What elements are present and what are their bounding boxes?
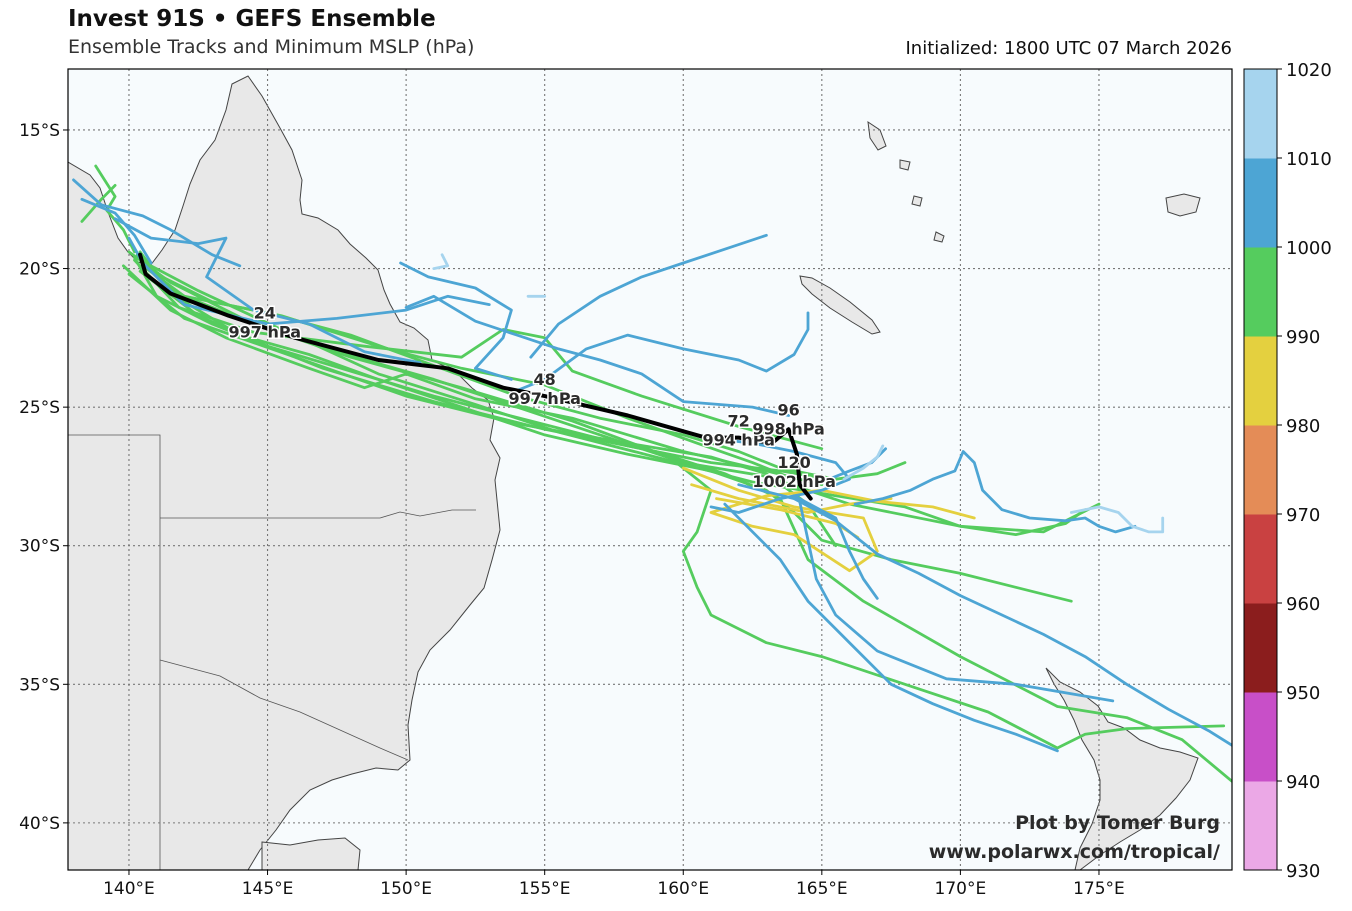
colorbar-label: 1000 bbox=[1286, 238, 1332, 259]
colorbar-label: 990 bbox=[1286, 327, 1320, 348]
pressure-colorbar: 1020 1010 1000 990 980 970 960 950 940 930 bbox=[1243, 60, 1332, 882]
state-borders bbox=[68, 434, 476, 870]
ensemble-track bbox=[135, 253, 1073, 603]
colorbar-segment bbox=[1244, 336, 1277, 426]
x-tick-label: 170°E bbox=[935, 879, 987, 899]
mean-label-pressure: 994 hPa bbox=[702, 431, 774, 450]
ensemble-track bbox=[842, 444, 885, 481]
colorbar-label: 980 bbox=[1286, 416, 1320, 437]
colorbar-label: 940 bbox=[1286, 772, 1320, 793]
ensemble-track bbox=[1069, 505, 1165, 534]
x-tick-label: 155°E bbox=[519, 879, 571, 899]
initialized-time: Initialized: 1800 UTC 07 March 2026 bbox=[905, 38, 1232, 59]
colorbar-label: 950 bbox=[1286, 683, 1320, 704]
map-frame bbox=[67, 68, 1233, 871]
credit-line-2: www.polarwx.com/tropical/ bbox=[929, 841, 1220, 863]
australia-land bbox=[68, 75, 501, 870]
y-tick-label: 20°S bbox=[19, 260, 60, 280]
colorbar-segment bbox=[1244, 781, 1277, 871]
ensemble-track bbox=[80, 197, 153, 265]
new-zealand-north-land bbox=[1045, 667, 1199, 870]
colorbar-segment bbox=[1244, 425, 1277, 515]
colorbar-label: 960 bbox=[1286, 594, 1320, 615]
mean-label-hour: 48 bbox=[534, 370, 556, 389]
x-tick-label: 150°E bbox=[380, 879, 432, 899]
colorbar-label: 1010 bbox=[1286, 149, 1332, 170]
colorbar-label: 1020 bbox=[1286, 60, 1332, 81]
ensemble-track bbox=[681, 466, 976, 573]
ensemble-track bbox=[798, 499, 1115, 703]
ensemble-track bbox=[138, 250, 796, 481]
colorbar-segment bbox=[1244, 603, 1277, 693]
chart-subtitle: Ensemble Tracks and Minimum MSLP (hPa) bbox=[68, 36, 475, 58]
mean-label-pressure: 998 hPa bbox=[752, 419, 824, 438]
chart-title: Invest 91S • GEFS Ensemble bbox=[68, 6, 436, 32]
ensemble-tracks bbox=[72, 164, 1232, 783]
colorbar-segment bbox=[1244, 69, 1277, 159]
ensemble-track bbox=[80, 183, 117, 223]
colorbar-frame bbox=[1243, 68, 1278, 871]
ensemble-track bbox=[737, 483, 1232, 747]
colorbar-segment bbox=[1244, 514, 1277, 604]
ensemble-track bbox=[792, 494, 879, 600]
mean-label-pressure: 1002 hPa bbox=[752, 472, 836, 491]
mean-label-pressure: 997 hPa bbox=[229, 322, 301, 341]
ensemble-track bbox=[127, 236, 491, 326]
ensemble-track bbox=[529, 233, 768, 359]
vanuatu-land bbox=[867, 120, 945, 243]
x-tick-label: 160°E bbox=[657, 879, 709, 899]
colorbar-segment bbox=[1244, 692, 1277, 782]
colorbar-label: 970 bbox=[1286, 505, 1320, 526]
mean-label-pressure: 997 hPa bbox=[508, 389, 580, 408]
land-layer bbox=[68, 75, 1201, 870]
y-tick-label: 30°S bbox=[19, 537, 60, 557]
x-tick-label: 140°E bbox=[103, 879, 155, 899]
mean-track bbox=[138, 252, 813, 501]
mean-label-hour: 120 bbox=[777, 453, 810, 472]
ensemble-track bbox=[723, 502, 1059, 753]
y-tick-label: 40°S bbox=[19, 814, 60, 834]
ensemble-track bbox=[127, 250, 1226, 750]
new-caledonia-land bbox=[799, 275, 881, 335]
tasmania-land bbox=[261, 837, 361, 870]
ensemble-track bbox=[399, 261, 513, 381]
ensemble-track bbox=[704, 436, 851, 514]
ensemble-track bbox=[432, 253, 450, 271]
colorbar-segment bbox=[1244, 158, 1277, 248]
ensemble-track bbox=[853, 450, 1137, 534]
credit-line-1: Plot by Tomer Burg bbox=[1015, 812, 1220, 834]
y-tick-label: 35°S bbox=[19, 675, 60, 695]
mean-label-hour: 24 bbox=[254, 303, 276, 322]
ensemble-track bbox=[127, 272, 838, 548]
mean-label-hour: 72 bbox=[728, 412, 750, 431]
y-tick-label: 25°S bbox=[19, 398, 60, 418]
x-tick-label: 145°E bbox=[242, 879, 294, 899]
ensemble-track bbox=[113, 217, 422, 365]
x-tick-label: 165°E bbox=[796, 879, 848, 899]
y-tick-label: 15°S bbox=[19, 121, 60, 141]
fiji-land bbox=[1165, 193, 1201, 217]
colorbar-segment bbox=[1244, 247, 1277, 337]
x-tick-label: 175°E bbox=[1073, 879, 1125, 899]
mean-track-line bbox=[138, 252, 813, 501]
ensemble-track bbox=[515, 311, 810, 392]
axis-ticks: 140°E 145°E 150°E 155°E 160°E 165°E 170°E 175°E… bbox=[19, 121, 1125, 899]
colorbar-label: 930 bbox=[1286, 861, 1320, 882]
mean-label-hour: 96 bbox=[777, 400, 799, 419]
